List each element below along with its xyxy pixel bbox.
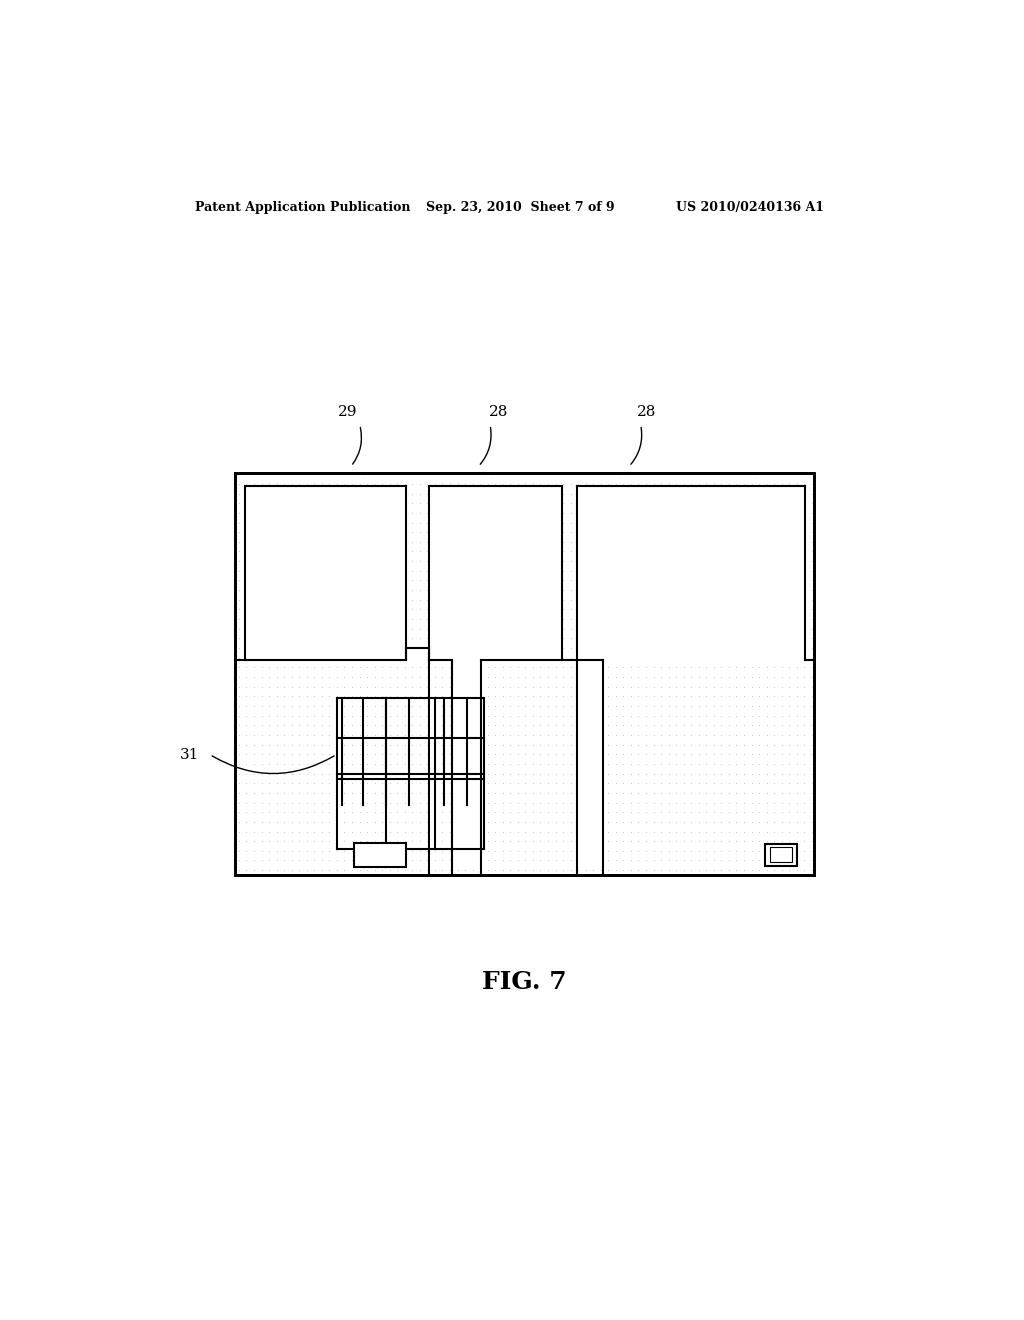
Bar [407, 648, 429, 660]
Bar [770, 847, 793, 862]
Text: Patent Application Publication: Patent Application Publication [196, 201, 411, 214]
Bar [453, 660, 481, 863]
Text: US 2010/0240136 A1: US 2010/0240136 A1 [676, 201, 823, 214]
Bar [236, 474, 814, 875]
Bar [577, 486, 805, 660]
Text: 28: 28 [489, 405, 509, 418]
Text: 31: 31 [180, 747, 200, 762]
Bar [245, 486, 407, 660]
Bar [236, 474, 814, 875]
Bar [429, 486, 562, 660]
Bar [765, 843, 797, 866]
Bar [577, 660, 603, 863]
Text: FIG. 7: FIG. 7 [482, 970, 567, 994]
Bar [354, 843, 407, 867]
Text: 29: 29 [338, 405, 357, 418]
Text: 28: 28 [637, 405, 656, 418]
Text: Sep. 23, 2010  Sheet 7 of 9: Sep. 23, 2010 Sheet 7 of 9 [426, 201, 614, 214]
